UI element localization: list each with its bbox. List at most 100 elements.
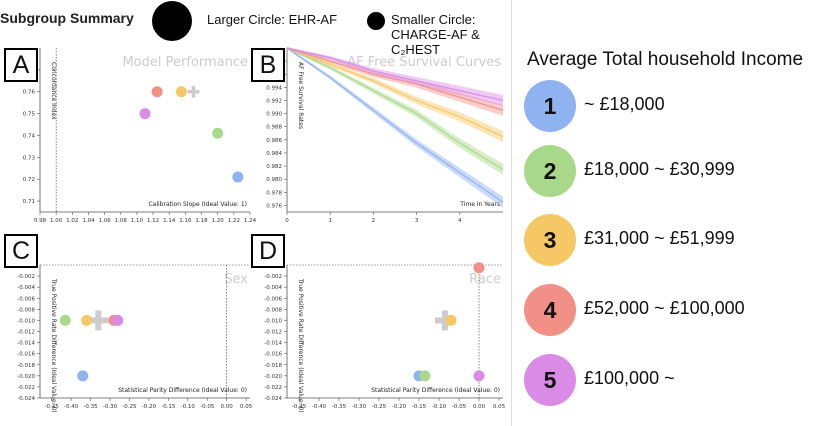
panel-a-overall-marker-v <box>191 85 196 98</box>
panel-a-y-tick-label: 0.74 <box>23 133 36 139</box>
panel-d-y-tick-label: -0.006 <box>264 296 282 302</box>
panel-d-x-tick-label: -0.10 <box>432 404 447 410</box>
panel-b-y-tick-label: 0.976 <box>266 203 282 209</box>
panel-c-y-tick-label: -0.016 <box>17 352 35 358</box>
panel-b-y-tick-label: 0.984 <box>266 151 282 157</box>
panel-a-x-tick-label: 1.10 <box>131 218 144 224</box>
panel-a-y-tick-label: 0.71 <box>23 199 35 205</box>
section-divider <box>511 0 512 426</box>
panel-b-ylabel: AF Free Survival Rates <box>297 62 304 129</box>
panel-a-x-tick-label: 1.22 <box>228 218 240 224</box>
panel-d-x-tick-label: -0.20 <box>392 404 407 410</box>
panel-d-x-tick-label: 0.00 <box>473 404 486 410</box>
panel-d-y-tick-label: -0.014 <box>264 341 282 347</box>
panel-a-x-tick-label: 0.98 <box>34 218 47 224</box>
panel-a-title: Model Performance <box>122 55 248 70</box>
legend-circle-5: 5 <box>524 354 576 406</box>
panel-d-x-tick-label: -0.40 <box>312 404 327 410</box>
panel-b-y-tick-label: 0.990 <box>266 112 282 118</box>
panel-a-x-tick-label: 1.16 <box>179 218 192 224</box>
panel-b-series-2 <box>286 47 504 170</box>
panel-d-y-tick-label: -0.016 <box>264 352 282 358</box>
legend-circle-4: 4 <box>524 284 576 336</box>
panel-c-xlabel: Statistical Parity Difference (Ideal Val… <box>118 387 247 394</box>
panel-b-series-1 <box>286 47 504 203</box>
panel-b-y-tick-label: 0.982 <box>266 164 282 170</box>
panel-c-y-tick-label: -0.010 <box>17 318 35 324</box>
panel-d-y-tick-label: -0.024 <box>264 396 282 402</box>
panel-d-point-3 <box>445 314 457 326</box>
panel-a-y-tick-label: 0.76 <box>23 90 36 96</box>
panel-d-y-tick-label: -0.022 <box>264 385 282 391</box>
panel-d-y-tick-label: -0.012 <box>264 330 282 336</box>
panel-b-y-tick-label: 0.988 <box>266 125 282 131</box>
panel-b-x-tick-label: 4 <box>458 218 462 224</box>
panel-c-y-tick-label: -0.006 <box>17 296 35 302</box>
panel-c-x-tick-label: -0.40 <box>64 404 79 410</box>
legend-title: Average Total household Income <box>527 49 804 70</box>
panel-d-x-tick-label: -0.15 <box>412 404 427 410</box>
panel-a-point-3 <box>175 86 187 98</box>
larger-circle-label: Larger Circle: EHR-AF <box>207 12 338 27</box>
panel-b-series-5 <box>286 47 504 102</box>
charts-area: 0.98 1.00 1.02 1.04 1.06 1.08 1.10 1.12 1.14 1.16… <box>17 47 506 413</box>
panel-b-y-tick-label: 0.992 <box>266 98 282 104</box>
panel-a-x-tick-label: 1.02 <box>66 218 78 224</box>
legend-item-5: 5 £100,000 ~ <box>524 354 824 414</box>
legend-range-4: £52,000 ~ £100,000 <box>584 298 745 318</box>
panel-c-y-tick-label: -0.008 <box>17 307 35 313</box>
legend-range-1: ~ £18,000 <box>584 94 665 114</box>
panel-c-x-tick-label: -0.35 <box>83 404 98 410</box>
legend-circle-2: 2 <box>524 145 576 197</box>
panel-d-ylabel: True Positive Rate Difference (Ideal Val… <box>297 278 304 413</box>
panel-d-y-tick-label: -0.002 <box>264 274 282 280</box>
panel-a-x-tick-label: 1.00 <box>50 218 63 224</box>
panel-c-point-1 <box>77 370 89 382</box>
panel-c-x-tick-label: -0.45 <box>45 404 60 410</box>
panel-c-point-2 <box>59 314 71 326</box>
panel-b-y-tick-label: 0.978 <box>266 190 282 196</box>
panel-a-y-tick-label: 0.73 <box>23 155 36 161</box>
panel-b-series-3 <box>286 47 504 138</box>
panel-a-x-tick-label: 1.18 <box>195 218 208 224</box>
panel-c-y-tick-label: -0.018 <box>17 363 35 369</box>
legend-item-1: 1 ~ £18,000 <box>524 80 824 140</box>
panel-a-x-tick-label: 1.24 <box>244 218 257 224</box>
legend-range-5: £100,000 ~ <box>584 368 675 388</box>
panel-c-x-tick-label: -0.05 <box>200 404 215 410</box>
panel-c-x-tick-label: -0.15 <box>161 404 176 410</box>
panel-c-overall-marker-v <box>95 310 102 331</box>
panel-d-point-5 <box>473 370 485 382</box>
panel-a-point-5 <box>139 108 151 120</box>
panel-d-x-tick-label: -0.45 <box>292 404 307 410</box>
panel-c-point-3 <box>81 314 93 326</box>
panel-a-y-tick-label: 0.72 <box>23 177 35 183</box>
panel-a-x-tick-label: 1.06 <box>98 218 111 224</box>
panel-label-d: D <box>251 234 285 268</box>
panel-c-x-tick-label: -0.10 <box>181 404 196 410</box>
panel-b-xlabel: Time in Years <box>459 201 500 208</box>
panel-b-title: AF Free Survival Curves <box>347 55 501 70</box>
panel-b-y-tick-label: 0.980 <box>266 177 282 183</box>
panel-a-x-tick-label: 1.04 <box>82 218 95 224</box>
legend-range-3: £31,000 ~ £51,999 <box>584 228 735 248</box>
panel-d-y-tick-label: -0.018 <box>264 363 282 369</box>
panel-d-xlabel: Statistical Parity Difference (Ideal Val… <box>371 387 500 394</box>
panel-d-y-tick-label: -0.010 <box>264 318 282 324</box>
panel-d-x-tick-label: -0.35 <box>332 404 347 410</box>
panel-b-x-tick-label: 3 <box>415 218 419 224</box>
subgroup-summary-header: Subgroup Summary Larger Circle: EHR-AF S… <box>0 0 510 57</box>
panel-c-y-tick-label: -0.012 <box>17 330 35 336</box>
panel-c-x-tick-label: 0.05 <box>240 404 253 410</box>
panel-c-y-tick-label: -0.024 <box>17 396 35 402</box>
panel-c-x-tick-label: -0.20 <box>142 404 157 410</box>
panel-c-y-tick-label: -0.004 <box>17 285 35 291</box>
legend-item-3: 3 £31,000 ~ £51,999 <box>524 214 824 274</box>
subgroup-summary-title: Subgroup Summary <box>0 10 134 26</box>
smaller-circle-icon <box>367 12 385 30</box>
panel-d-overall-marker-v <box>442 310 448 331</box>
panel-d-y-tick-label: -0.008 <box>264 307 282 313</box>
panel-a-point-2 <box>212 127 224 139</box>
panel-d-x-tick-label: -0.05 <box>452 404 467 410</box>
larger-circle-icon <box>152 1 192 41</box>
